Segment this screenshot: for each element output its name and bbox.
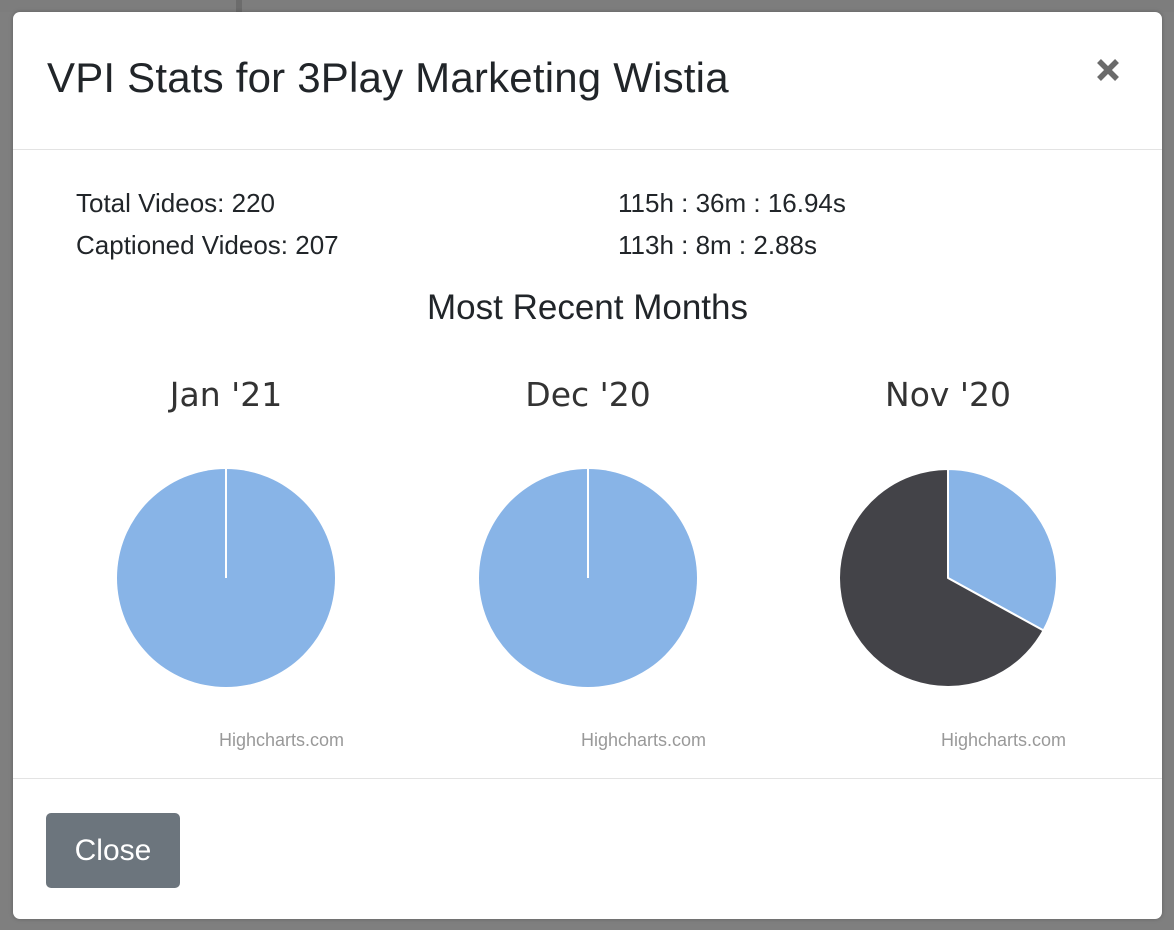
captioned-videos-stat: Captioned Videos: 207 — [76, 230, 339, 260]
captioned-duration-stat: 113h : 8m : 2.88s — [618, 230, 817, 260]
page-backdrop — [0, 0, 1174, 12]
modal-footer: Close — [13, 778, 1162, 919]
vpi-stats-modal: VPI Stats for 3Play Marketing Wistia Tot… — [13, 12, 1162, 919]
chart-title-jan-21: Jan '21 — [169, 375, 283, 414]
pie-chart-nov-20 — [838, 468, 1058, 688]
close-icon[interactable] — [1088, 50, 1128, 90]
total-duration-stat: 115h : 36m : 16.94s — [618, 188, 846, 218]
close-button[interactable]: Close — [46, 813, 180, 888]
highcharts-credit-2[interactable]: Highcharts.com — [581, 730, 707, 750]
pie-chart-jan-21 — [117, 469, 335, 687]
total-videos-stat: Total Videos: 220 — [76, 188, 275, 218]
pie-slice-2-0[interactable] — [947, 468, 1058, 632]
pie-slice-2-1[interactable] — [838, 468, 1045, 688]
highcharts-credit-3[interactable]: Highcharts.com — [941, 730, 1067, 750]
modal-header: VPI Stats for 3Play Marketing Wistia — [13, 12, 1162, 150]
pie-chart-dec-20 — [479, 469, 697, 687]
chart-title-nov-20: Nov '20 — [885, 375, 1011, 414]
chart-title-dec-20: Dec '20 — [525, 375, 651, 414]
modal-title: VPI Stats for 3Play Marketing Wistia — [47, 54, 729, 101]
close-x-glyph — [1097, 59, 1119, 81]
highcharts-credit-1[interactable]: Highcharts.com — [219, 730, 345, 750]
modal-body: Total Videos: 220 Captioned Videos: 207 … — [13, 150, 1162, 778]
backdrop-divider — [236, 0, 242, 12]
section-title: Most Recent Months — [427, 288, 748, 327]
